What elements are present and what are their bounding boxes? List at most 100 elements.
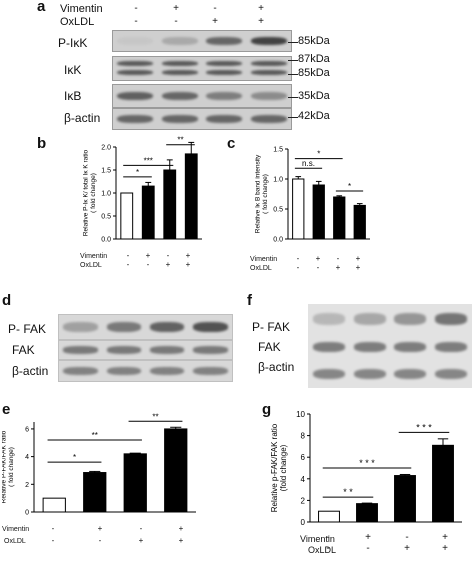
row-label-vimentin: Vimentin bbox=[300, 534, 335, 544]
blot-band bbox=[117, 37, 154, 45]
bar bbox=[141, 185, 155, 240]
significance-label: ** bbox=[177, 136, 183, 145]
mark: - bbox=[174, 16, 178, 27]
bar bbox=[353, 204, 366, 240]
y-tick-label: 1.0 bbox=[273, 177, 283, 184]
marker-tick bbox=[288, 42, 298, 43]
blot-band bbox=[149, 322, 185, 332]
blot-band bbox=[250, 91, 287, 101]
bar bbox=[318, 510, 340, 523]
y-tick-label: 1.5 bbox=[273, 147, 283, 154]
blot-band bbox=[353, 342, 386, 352]
y-axis-label: Relative p-FAK/FAK ratio(fold change) bbox=[270, 423, 288, 512]
blot-band bbox=[149, 346, 185, 354]
blot-band bbox=[63, 346, 98, 354]
mark: + bbox=[173, 3, 179, 14]
kda-label: 87kDa bbox=[298, 53, 330, 65]
mark: + bbox=[258, 16, 264, 27]
y-tick-label: 10 bbox=[296, 410, 305, 419]
kda-label: 85kDa bbox=[298, 35, 330, 47]
significance-label: * bbox=[348, 182, 351, 191]
panel-b-letter: b bbox=[37, 135, 47, 152]
mark: + bbox=[185, 251, 191, 260]
blot-f-fak bbox=[308, 334, 472, 360]
y-tick-label: 6 bbox=[25, 426, 29, 433]
blot-band bbox=[149, 367, 185, 375]
blot-f-p-fak bbox=[308, 304, 472, 334]
bar bbox=[163, 169, 177, 240]
mark: - bbox=[213, 3, 217, 14]
chart-c: 0.0 0.5 1.0 1.5 Relative Iκ B band intensity… bbox=[254, 147, 370, 244]
kda-label: 85kDa bbox=[298, 67, 330, 79]
mark: - bbox=[139, 524, 143, 533]
mark: + bbox=[404, 543, 410, 554]
panel-f-letter: f bbox=[247, 292, 252, 309]
blot-d-p-fak bbox=[58, 314, 233, 340]
row-label-vimentin: Vimentin bbox=[2, 526, 30, 533]
y-tick-label: 1.5 bbox=[101, 168, 111, 175]
mark: - bbox=[326, 543, 330, 554]
blot-label-beta-actin: β-actin bbox=[12, 364, 49, 378]
row-label-oxldl: OxLDL bbox=[80, 262, 102, 269]
mark: + bbox=[442, 532, 448, 543]
blot-band bbox=[206, 37, 243, 45]
marker-tick bbox=[288, 97, 298, 98]
blot-band bbox=[193, 367, 228, 375]
blot-band bbox=[117, 115, 154, 123]
mark: + bbox=[178, 536, 184, 545]
mark: + bbox=[145, 251, 151, 260]
bar bbox=[312, 184, 325, 240]
marker-tick bbox=[288, 74, 298, 75]
y-tick-label: 4 bbox=[25, 454, 29, 461]
blot-a-p-ikk bbox=[112, 30, 292, 52]
blot-band bbox=[250, 70, 287, 76]
bar bbox=[42, 497, 66, 513]
marker-tick bbox=[288, 117, 298, 118]
row-label-oxldl: OxLDL bbox=[250, 265, 272, 272]
blot-band bbox=[434, 342, 467, 352]
y-tick-label: 2.0 bbox=[101, 145, 111, 152]
mark: - bbox=[146, 260, 150, 269]
blot-band bbox=[434, 313, 467, 325]
kda-label: 35kDa bbox=[298, 90, 330, 102]
blot-band bbox=[353, 313, 386, 325]
y-tick-label: 0.5 bbox=[101, 214, 111, 221]
blot-label-beta-actin: β-actin bbox=[258, 360, 295, 374]
blot-label-p-fak: P- FAK bbox=[8, 322, 47, 336]
blot-band bbox=[193, 346, 228, 354]
y-tick-label: 0.5 bbox=[273, 207, 283, 214]
y-tick-label: 0.0 bbox=[273, 237, 283, 244]
blot-d-beta-actin bbox=[58, 360, 233, 382]
blot-f-beta-actin bbox=[308, 360, 472, 388]
mark: + bbox=[185, 260, 191, 269]
blot-band bbox=[106, 367, 142, 375]
y-tick-label: 0.0 bbox=[101, 237, 111, 244]
mark: - bbox=[316, 263, 320, 272]
mark: - bbox=[126, 251, 130, 260]
panel-a-row-label-oxldl: OxLDL bbox=[60, 16, 95, 28]
blot-a-ikb bbox=[112, 84, 292, 108]
blot-band bbox=[161, 37, 198, 45]
blot-band bbox=[161, 70, 198, 76]
significance-label: n.s. bbox=[302, 159, 315, 168]
blot-label-p-fak: P- FAK bbox=[252, 320, 291, 334]
mark: - bbox=[326, 532, 330, 543]
blot-band bbox=[63, 322, 98, 332]
mark: - bbox=[166, 251, 170, 260]
panel-c-letter: c bbox=[227, 135, 236, 152]
bar bbox=[120, 192, 134, 240]
significance-label: *** bbox=[144, 156, 153, 165]
blot-band bbox=[161, 61, 198, 67]
y-axis-label: Relative P-FAK/FAK ratio( fold change) bbox=[2, 430, 15, 503]
panel-a-letter: a bbox=[37, 0, 46, 15]
significance-label: * bbox=[317, 150, 320, 159]
mark: - bbox=[336, 254, 340, 263]
blot-band bbox=[250, 37, 287, 45]
blot-band bbox=[206, 115, 243, 123]
bar bbox=[123, 453, 147, 513]
blot-band bbox=[313, 368, 346, 380]
mark: - bbox=[405, 532, 409, 543]
blot-band bbox=[117, 70, 154, 76]
significance-label: ** bbox=[92, 431, 98, 440]
y-tick-label: 8 bbox=[301, 432, 306, 441]
